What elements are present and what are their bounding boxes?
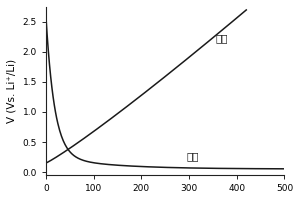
Text: 放电: 放电: [187, 151, 199, 161]
Y-axis label: V (Vs. Li⁺/Li): V (Vs. Li⁺/Li): [7, 59, 17, 123]
Text: 充电: 充电: [215, 33, 228, 43]
